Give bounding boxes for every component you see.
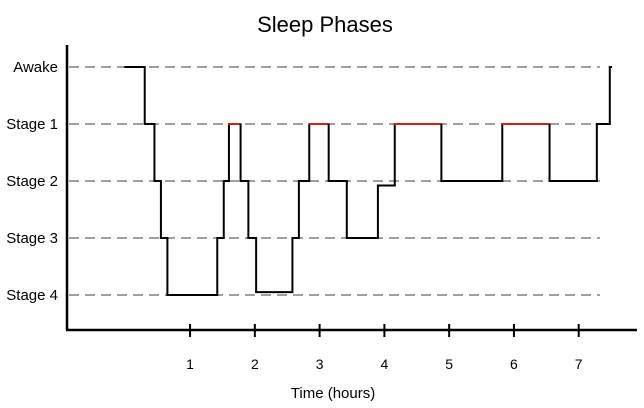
y-tick-label: Stage 3 [6, 230, 58, 247]
x-tick-label: 7 [575, 356, 583, 372]
x-tick-label: 1 [186, 356, 194, 372]
x-tick-label: 4 [380, 356, 388, 372]
chart-title: Sleep Phases [257, 12, 393, 37]
hypnogram-series [124, 66, 613, 296]
x-tick-label: 5 [445, 356, 453, 372]
x-tick-label: 2 [251, 356, 259, 372]
y-tick-label: Awake [13, 59, 58, 76]
y-tick-label: Stage 4 [6, 287, 58, 304]
x-ticks: 1 2 3 4 5 6 7 [186, 324, 583, 372]
y-tick-label: Stage 1 [6, 116, 58, 133]
axes [65, 45, 637, 332]
y-tick-label: Stage 2 [6, 173, 58, 190]
x-tick-label: 3 [316, 356, 324, 372]
y-tick-labels: Awake Stage 1 Stage 2 Stage 3 Stage 4 [6, 59, 58, 304]
x-axis-label: Time (hours) [291, 385, 375, 402]
x-tick-label: 6 [510, 356, 518, 372]
